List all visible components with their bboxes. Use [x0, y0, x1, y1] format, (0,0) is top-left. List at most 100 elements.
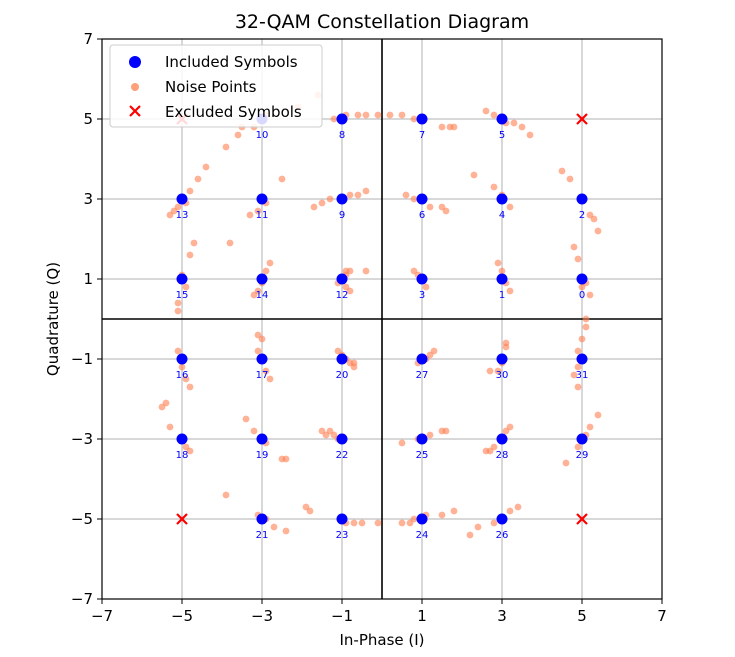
noise-point — [278, 175, 286, 183]
noise-point — [190, 239, 198, 247]
noise-point — [374, 111, 382, 119]
noise-point — [450, 123, 458, 131]
noise-point — [222, 491, 230, 499]
x-tick-label: 1 — [417, 607, 427, 625]
noise-point — [410, 115, 418, 123]
legend-marker-excluded — [129, 105, 141, 117]
included-symbol — [336, 113, 348, 125]
noise-point — [254, 287, 262, 295]
noise-point — [570, 371, 578, 379]
noise-point — [266, 375, 274, 383]
included-symbol — [416, 113, 428, 125]
noise-point — [262, 267, 270, 275]
symbol-label: 13 — [176, 210, 189, 221]
included-symbol — [496, 433, 508, 445]
chart-title: 32-QAM Constellation Diagram — [235, 11, 529, 33]
noise-point — [582, 315, 590, 323]
included-symbol — [576, 273, 588, 285]
noise-point — [574, 255, 582, 263]
noise-point — [350, 363, 358, 371]
symbol-label: 17 — [256, 370, 269, 381]
noise-point — [166, 211, 174, 219]
noise-point — [566, 175, 574, 183]
noise-point — [490, 519, 498, 527]
noise-point — [578, 283, 586, 291]
noise-point — [442, 427, 450, 435]
noise-point — [318, 199, 326, 207]
included-symbol — [416, 433, 428, 445]
noise-point — [202, 163, 210, 171]
legend-label-included: Included Symbols — [165, 53, 298, 71]
symbol-label: 21 — [256, 530, 269, 541]
included-symbol — [256, 433, 268, 445]
noise-point — [362, 111, 370, 119]
symbol-label: 4 — [499, 210, 505, 221]
noise-point — [266, 259, 274, 267]
noise-point — [310, 203, 318, 211]
symbol-label: 1 — [499, 290, 505, 301]
noise-point — [490, 183, 498, 191]
noise-point — [506, 287, 514, 295]
noise-point — [346, 191, 354, 199]
noise-point — [250, 427, 258, 435]
x-tick-label: −1 — [331, 607, 353, 625]
symbol-label: 25 — [416, 450, 429, 461]
symbol-label: 20 — [336, 370, 349, 381]
included-symbol — [416, 353, 428, 365]
noise-point — [246, 211, 254, 219]
noise-point — [186, 383, 194, 391]
symbol-label: 8 — [339, 130, 345, 141]
noise-point — [586, 291, 594, 299]
x-tick-label: 7 — [657, 607, 667, 625]
noise-point — [506, 423, 514, 431]
noise-point — [398, 439, 406, 447]
symbol-label: 2 — [579, 210, 585, 221]
noise-point — [186, 187, 194, 195]
legend-marker-included — [129, 56, 141, 68]
noise-point — [558, 167, 566, 175]
noise-point — [410, 267, 418, 275]
noise-point — [166, 423, 174, 431]
included-symbol — [496, 273, 508, 285]
noise-point — [574, 347, 582, 355]
symbol-label: 19 — [256, 450, 269, 461]
y-tick-label: 5 — [83, 110, 93, 128]
noise-point — [158, 403, 166, 411]
noise-point — [398, 519, 406, 527]
noise-point — [526, 131, 534, 139]
symbol-label: 26 — [496, 530, 509, 541]
included-symbol — [256, 513, 268, 525]
included-symbol — [416, 273, 428, 285]
noise-point — [186, 447, 194, 455]
noise-point — [182, 283, 190, 291]
noise-point — [474, 523, 482, 531]
symbol-label: 31 — [576, 370, 589, 381]
y-tick-label: 1 — [83, 270, 93, 288]
symbol-label: 15 — [176, 290, 189, 301]
symbol-label: 28 — [496, 450, 509, 461]
noise-point — [354, 191, 362, 199]
y-ticks: −7 −5 −3 −1 1 3 5 7 — [71, 30, 102, 608]
noise-point — [494, 259, 502, 267]
noise-point — [562, 459, 570, 467]
noise-point — [350, 519, 358, 527]
noise-point — [262, 367, 270, 375]
noise-point — [374, 519, 382, 527]
symbol-label: 30 — [496, 370, 509, 381]
noise-point — [254, 207, 262, 215]
noise-point — [242, 415, 250, 423]
noise-point — [582, 323, 590, 331]
symbol-label: 14 — [256, 290, 269, 301]
symbol-label: 10 — [256, 130, 269, 141]
noise-point — [422, 283, 430, 291]
noise-point — [470, 171, 478, 179]
symbol-label: 22 — [336, 450, 349, 461]
noise-point — [258, 335, 266, 343]
noise-point — [486, 367, 494, 375]
noise-point — [234, 131, 242, 139]
included-symbol — [256, 193, 268, 205]
symbol-label: 3 — [419, 290, 425, 301]
noise-point — [362, 187, 370, 195]
noise-point — [362, 267, 370, 275]
